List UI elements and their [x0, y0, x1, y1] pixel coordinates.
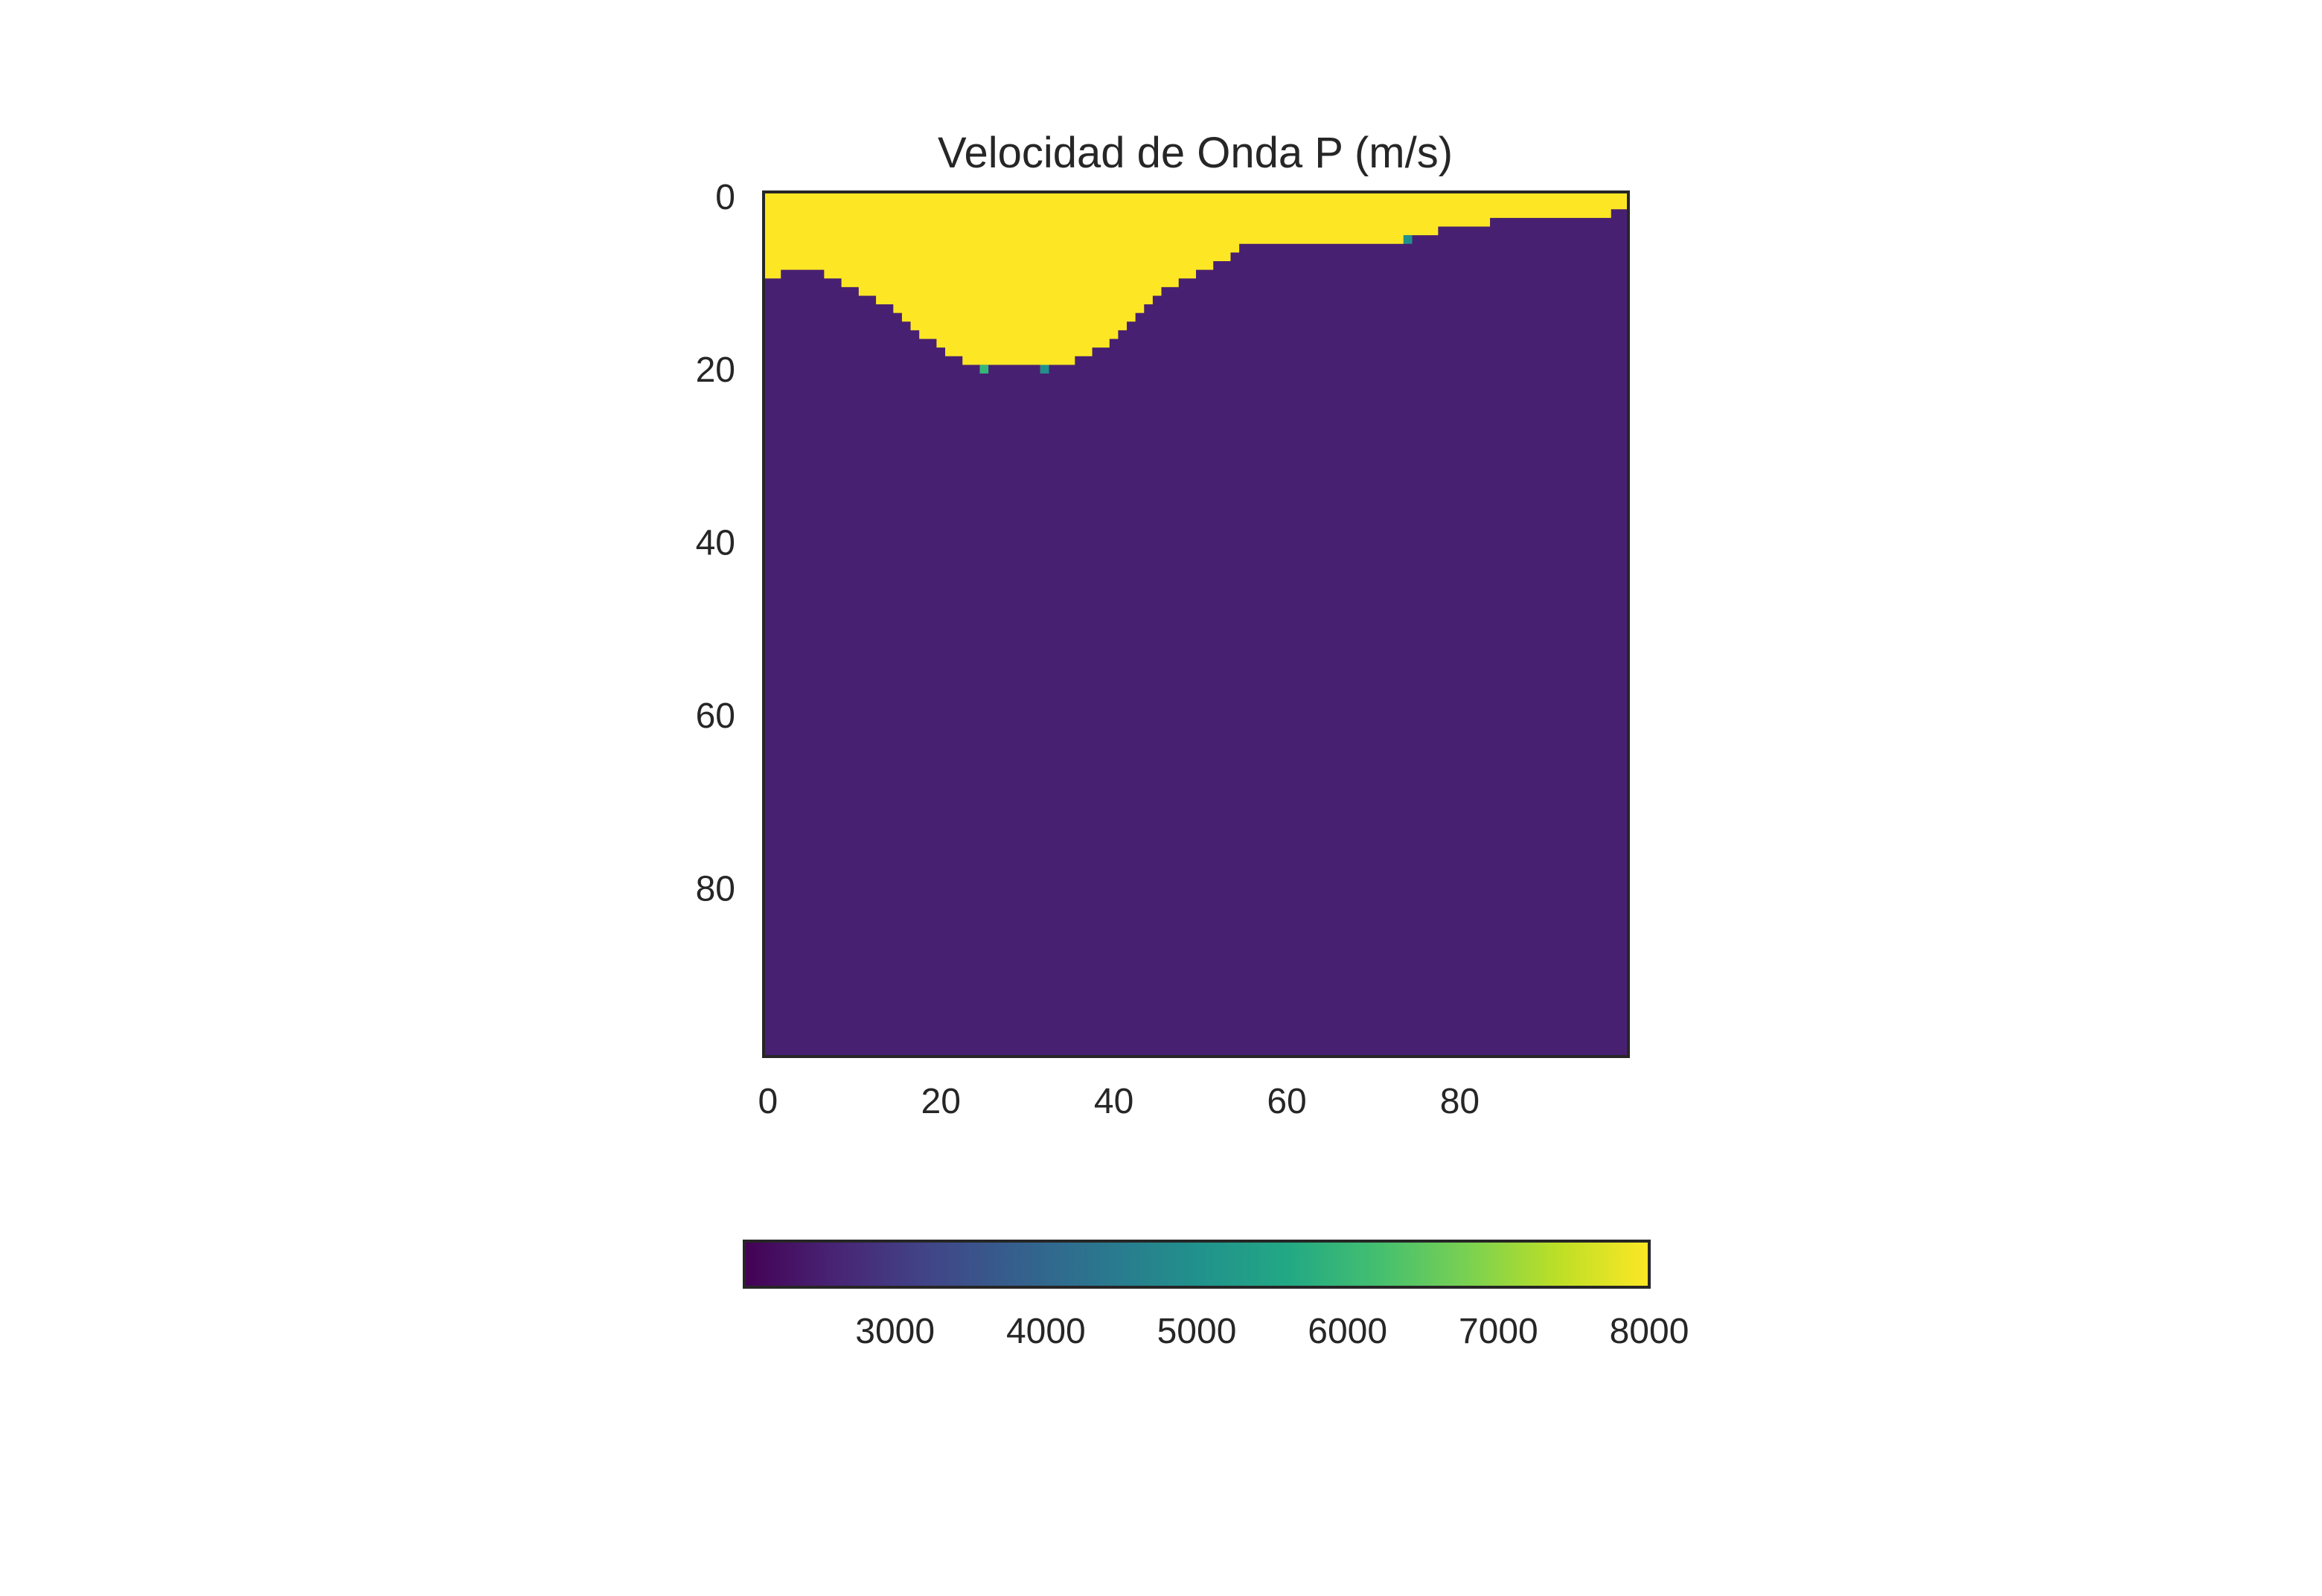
x-tick-label: 60	[1267, 1082, 1306, 1121]
y-tick-label: 60	[696, 696, 735, 736]
x-tick-label: 40	[1094, 1082, 1133, 1121]
lower-layer-fill	[764, 209, 1628, 1057]
colorbar-tick-label: 4000	[1006, 1312, 1086, 1351]
colorbar-tick-label: 5000	[1157, 1312, 1237, 1351]
heatmap-area	[762, 190, 1630, 1058]
y-tick-label: 0	[715, 178, 735, 217]
y-tick-label: 40	[696, 524, 735, 563]
x-axis-ticks: 0 20 40 60 80	[758, 1082, 1480, 1121]
x-tick-label: 0	[758, 1082, 778, 1121]
x-tick-label: 80	[1440, 1082, 1480, 1121]
boundary-cell	[1403, 235, 1413, 244]
colorbar-tick-label: 7000	[1459, 1312, 1538, 1351]
chart-title: Velocidad de Onda P (m/s)	[938, 129, 1453, 177]
boundary-cell	[979, 365, 989, 374]
colorbar-tick-label: 8000	[1610, 1312, 1689, 1351]
boundary-cells	[979, 235, 1413, 374]
y-tick-label: 20	[696, 350, 735, 390]
y-axis-ticks: 0 20 40 60 80	[696, 178, 735, 909]
colorbar-gradient	[743, 1240, 1651, 1289]
colorbar-tick-label: 3000	[855, 1312, 935, 1351]
boundary-cell	[1040, 365, 1049, 374]
colorbar-tick-label: 6000	[1308, 1312, 1387, 1351]
colorbar: 3000 4000 5000 6000 7000 8000	[743, 1240, 1689, 1351]
colorbar-ticks: 3000 4000 5000 6000 7000 8000	[855, 1312, 1689, 1351]
x-tick-label: 20	[921, 1082, 961, 1121]
plot-frame	[762, 190, 1630, 1058]
y-tick-label: 80	[696, 869, 735, 908]
